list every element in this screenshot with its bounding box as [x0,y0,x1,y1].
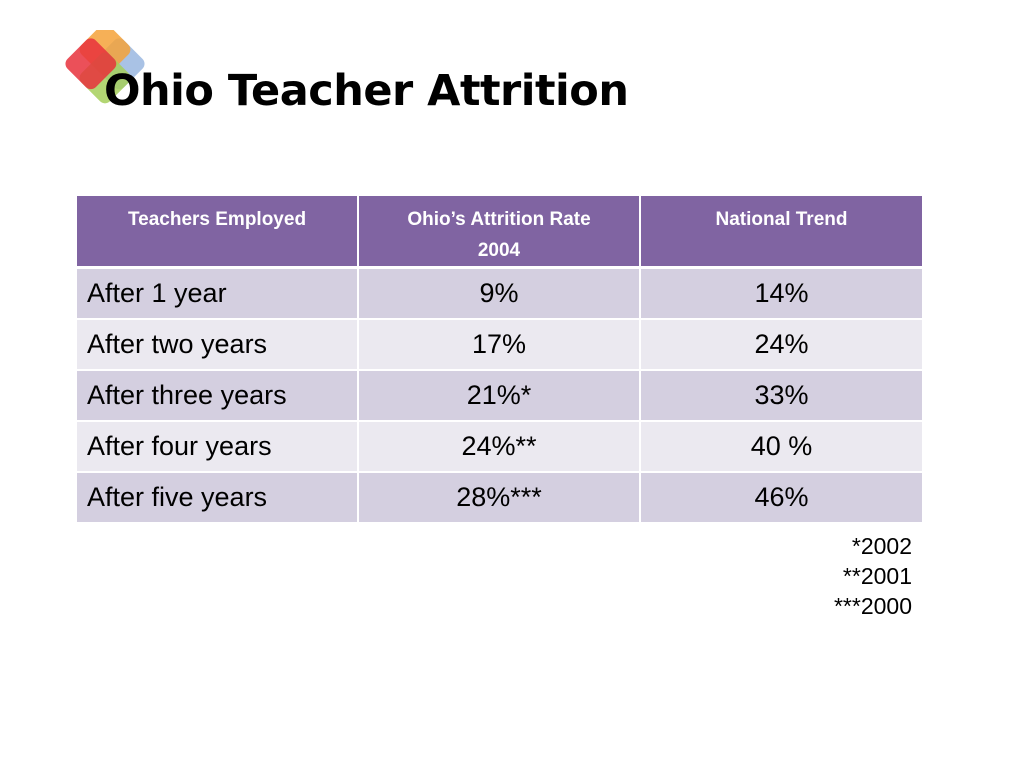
row-label: After four years [77,420,359,473]
table-row: After 1 year 9% 14% [77,267,922,320]
slide-title: Ohio Teacher Attrition [104,66,629,116]
table-row: After four years 24%** 40 % [77,420,922,473]
overlapping-squares-logo-icon [65,30,145,104]
footnote-2000: ***2000 [833,593,912,619]
ohio-rate-cell: 21%* [358,369,641,422]
attrition-table: Teachers Employed Ohio’s Attrition Rate … [77,196,922,524]
ohio-rate-cell: 9% [358,267,641,320]
table-row: After three years 21%* 33% [77,369,922,422]
footnote-2001: **2001 [842,563,912,589]
national-trend-cell: 33% [640,369,922,422]
table-row: After five years 28%*** 46% [77,471,922,524]
ohio-rate-cell: 24%** [358,420,641,473]
header-teachers-employed: Teachers Employed [77,196,359,269]
header-national-trend: National Trend [640,196,922,269]
national-trend-cell: 40 % [640,420,922,473]
national-trend-cell: 24% [640,318,922,371]
ohio-rate-cell: 28%*** [358,471,641,524]
footnote-2002: *2002 [851,533,912,559]
row-label: After five years [77,471,359,524]
row-label: After two years [77,318,359,371]
row-label: After three years [77,369,359,422]
ohio-rate-cell: 17% [358,318,641,371]
national-trend-cell: 14% [640,267,922,320]
row-label: After 1 year [77,267,359,320]
footnotes: *2002 **2001 ***2000 [834,531,912,621]
table-row: After two years 17% 24% [77,318,922,371]
header-ohio-attrition-rate: Ohio’s Attrition Rate 2004 [358,196,641,269]
national-trend-cell: 46% [640,471,922,524]
table-header-row: Teachers Employed Ohio’s Attrition Rate … [77,196,922,269]
